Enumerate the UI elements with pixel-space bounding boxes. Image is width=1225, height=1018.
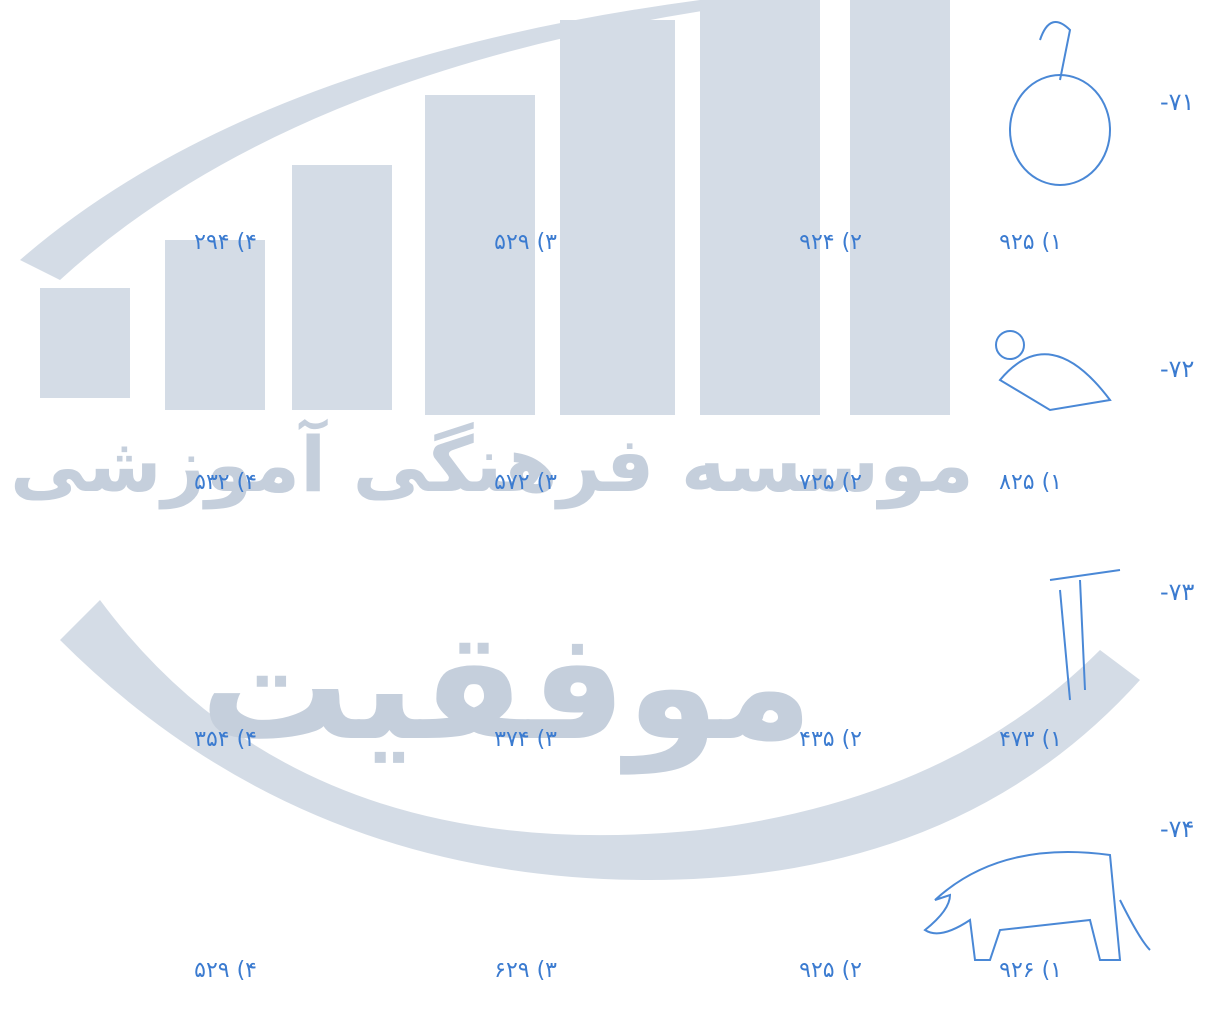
option: ۳) ۶۲۹ <box>494 958 557 983</box>
option: ۳) ۳۷۴ <box>494 727 557 752</box>
option: ۱) ۹۲۶ <box>999 958 1062 983</box>
question-number: -۷۱ <box>1160 88 1194 116</box>
option: ۱) ۴۷۳ <box>999 727 1062 752</box>
option: ۴) ۵۲۹ <box>194 958 257 983</box>
option: ۴) ۵۳۲ <box>194 470 257 495</box>
page: موسسه فرهنگی آموزشی موفقیت (() => { cons… <box>0 0 1225 1018</box>
option: ۱) ۸۲۵ <box>999 470 1062 495</box>
question-number: -۷۲ <box>1160 355 1194 383</box>
question-number: -۷۴ <box>1160 815 1194 843</box>
option: ۴) ۲۹۴ <box>194 230 257 255</box>
watermark-art <box>0 0 1225 1018</box>
option: ۲) ۷۲۵ <box>799 470 862 495</box>
question-number: -۷۳ <box>1160 578 1194 606</box>
option: ۳) ۵۲۹ <box>494 230 557 255</box>
option: ۲) ۴۳۵ <box>799 727 862 752</box>
option: ۴) ۳۵۴ <box>194 727 257 752</box>
option: ۲) ۹۲۵ <box>799 958 862 983</box>
option: ۳) ۵۷۲ <box>494 470 557 495</box>
watermark-text: موسسه فرهنگی آموزشی <box>10 420 974 509</box>
option: ۲) ۹۲۴ <box>799 230 862 255</box>
option: ۱) ۹۲۵ <box>999 230 1062 255</box>
